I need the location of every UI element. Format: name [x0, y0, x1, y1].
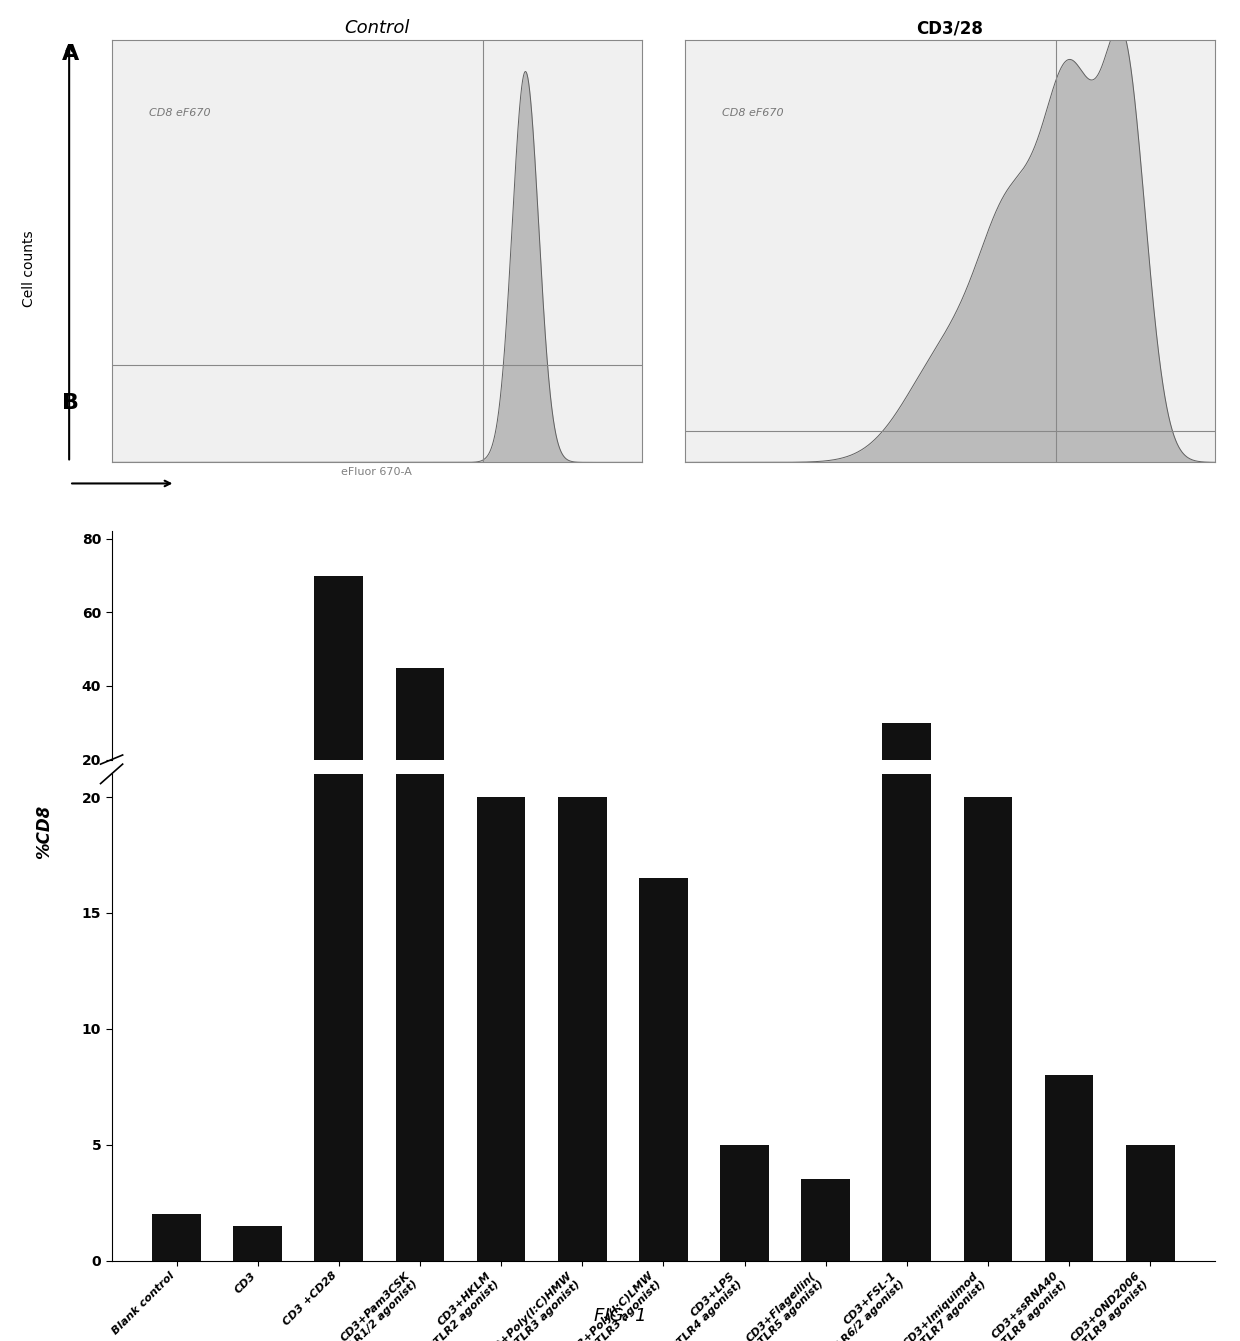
- Text: CD8 eF670: CD8 eF670: [722, 109, 784, 118]
- Bar: [801, 1180, 851, 1261]
- Bar: [233, 827, 281, 833]
- Bar: [558, 759, 606, 833]
- Title: Control: Control: [345, 19, 409, 38]
- Text: FIG. 1: FIG. 1: [594, 1307, 646, 1325]
- Title: CD3/28: CD3/28: [916, 19, 983, 38]
- Bar: [558, 797, 606, 1261]
- Bar: [1126, 1145, 1174, 1261]
- Bar: [153, 1214, 201, 1261]
- Bar: [639, 772, 688, 833]
- Text: A: A: [62, 44, 79, 64]
- Bar: [1045, 1075, 1094, 1261]
- Bar: [720, 815, 769, 833]
- Bar: [396, 217, 444, 1261]
- X-axis label: eFluor 670-A: eFluor 670-A: [341, 467, 413, 476]
- Bar: [315, 0, 363, 1261]
- Bar: [396, 668, 444, 833]
- Bar: [639, 878, 688, 1261]
- Bar: [476, 797, 526, 1261]
- Bar: [720, 1145, 769, 1261]
- Text: B: B: [62, 393, 79, 413]
- Text: Cell counts: Cell counts: [22, 229, 36, 307]
- Bar: [476, 759, 526, 833]
- Bar: [883, 566, 931, 1261]
- Bar: [233, 1226, 281, 1261]
- Text: %CD8: %CD8: [35, 805, 53, 858]
- Bar: [153, 826, 201, 833]
- Bar: [315, 575, 363, 833]
- Bar: [1126, 815, 1174, 833]
- Bar: [963, 797, 1012, 1261]
- Bar: [963, 759, 1012, 833]
- Bar: [883, 723, 931, 833]
- Text: CD8 eF670: CD8 eF670: [149, 109, 211, 118]
- Bar: [1045, 803, 1094, 833]
- Bar: [801, 821, 851, 833]
